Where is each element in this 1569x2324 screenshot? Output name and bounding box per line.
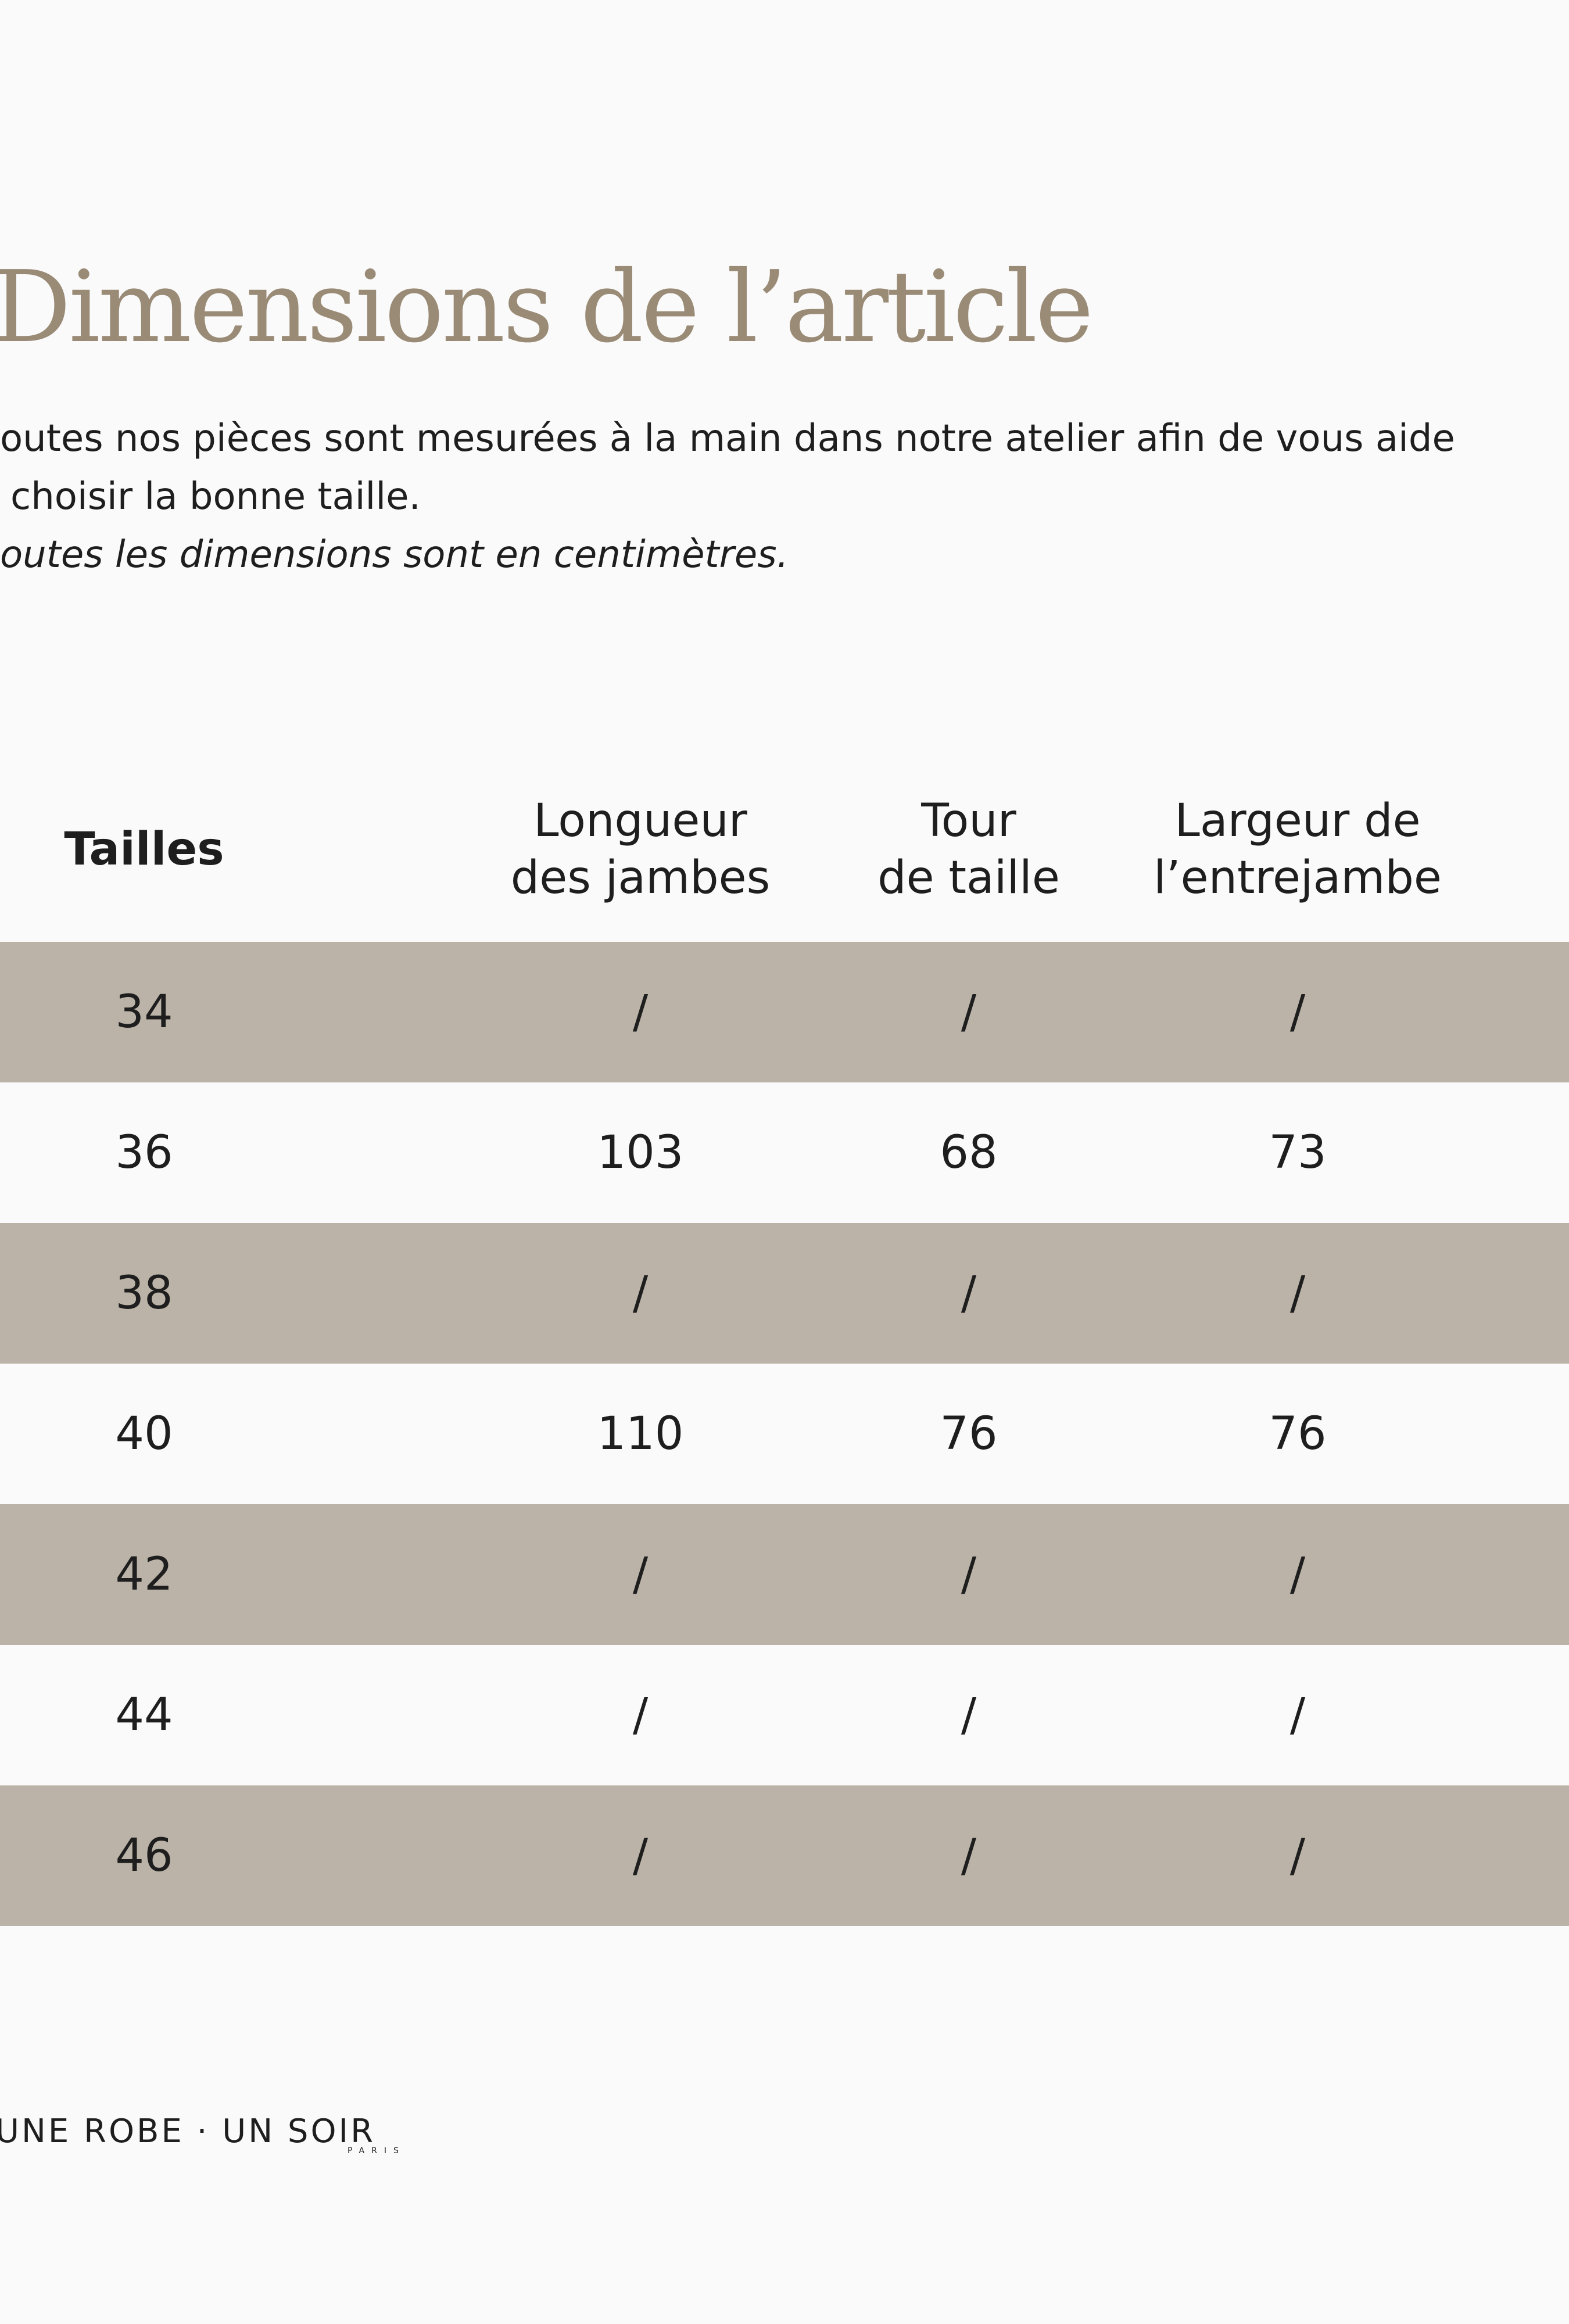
- column-header-line: des jambes: [510, 852, 771, 904]
- measure-cell: /: [961, 1267, 977, 1319]
- brand-city: PARIS: [348, 2146, 406, 2156]
- measure-cell: 110: [597, 1408, 684, 1460]
- measure-cell: /: [1289, 1267, 1306, 1319]
- size-cell: 38: [115, 1267, 173, 1319]
- table-row: 44 / / /: [0, 1645, 1569, 1785]
- size-cell: 36: [115, 1127, 173, 1179]
- measure-cell: /: [1289, 1689, 1306, 1741]
- measure-cell: /: [632, 1548, 649, 1601]
- measure-cell: /: [632, 1267, 649, 1319]
- table-row: 40 110 76 76: [0, 1364, 1569, 1504]
- column-header: Tailles: [64, 821, 224, 878]
- table-row: 46 / / /: [0, 1785, 1569, 1926]
- table-row: 34 / / /: [0, 942, 1569, 1082]
- table-row: 42 / / /: [0, 1504, 1569, 1645]
- column-header: Largeur de l’entrejambe: [1154, 792, 1442, 906]
- table-row: 36 103 68 73: [0, 1082, 1569, 1223]
- column-header-line: Tailles: [64, 823, 224, 876]
- measure-cell: /: [961, 986, 977, 1038]
- measure-cell: /: [632, 1830, 649, 1882]
- note: outes les dimensions sont en centimètres…: [0, 533, 789, 576]
- measure-cell: /: [961, 1689, 977, 1741]
- intro-line: outes nos pièces sont mesurées à la main…: [0, 417, 1455, 460]
- title: Dimensions de l’article: [0, 250, 1094, 365]
- column-header-line: l’entrejambe: [1154, 852, 1442, 904]
- intro-line: choisir la bonne taille.: [10, 475, 421, 518]
- table-row: 38 / / /: [0, 1223, 1569, 1364]
- column-header-line: Largeur de: [1174, 795, 1421, 847]
- column-header: Longueur des jambes: [511, 792, 771, 906]
- size-cell: 42: [115, 1548, 173, 1601]
- column-header-line: Tour: [921, 795, 1016, 847]
- column-header-line: Longueur: [533, 795, 747, 847]
- measure-cell: /: [961, 1548, 977, 1601]
- measure-cell: /: [961, 1830, 977, 1882]
- measure-cell: 103: [597, 1127, 684, 1179]
- column-header: Tour de taille: [877, 792, 1060, 906]
- measure-cell: /: [1289, 1830, 1306, 1882]
- measure-cell: /: [632, 1689, 649, 1741]
- measure-cell: 73: [1269, 1127, 1327, 1179]
- size-cell: 46: [115, 1830, 173, 1882]
- measure-cell: 76: [1269, 1408, 1327, 1460]
- measure-cell: /: [632, 986, 649, 1038]
- brand-name: UNE ROBE · UN SOIR: [0, 2113, 375, 2150]
- size-cell: 34: [115, 986, 173, 1038]
- column-header-line: de taille: [877, 852, 1060, 904]
- measure-cell: 68: [940, 1127, 998, 1179]
- size-cell: 44: [115, 1689, 173, 1741]
- measure-cell: /: [1289, 986, 1306, 1038]
- measure-cell: /: [1289, 1548, 1306, 1601]
- measure-cell: 76: [940, 1408, 998, 1460]
- size-cell: 40: [115, 1408, 173, 1460]
